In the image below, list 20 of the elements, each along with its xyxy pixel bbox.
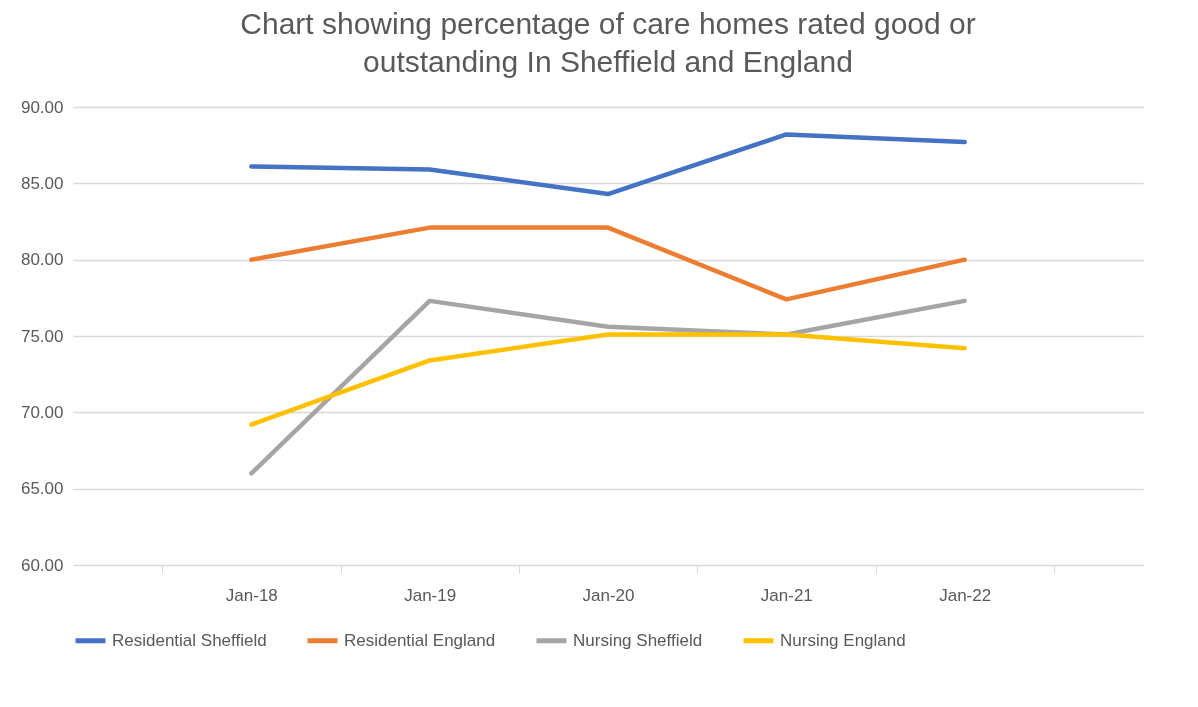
y-tick-label: 80.00 bbox=[20, 250, 64, 270]
x-tick-label: Jan-22 bbox=[939, 585, 992, 605]
legend-label: Residential England bbox=[344, 630, 496, 650]
x-tick-label: Jan-20 bbox=[582, 585, 635, 605]
legend-label: Nursing England bbox=[780, 630, 906, 650]
y-tick-label: 75.00 bbox=[20, 326, 64, 346]
y-tick-label: 90.00 bbox=[20, 97, 64, 117]
x-tick-label: Jan-18 bbox=[225, 585, 278, 605]
y-tick-label: 60.00 bbox=[20, 555, 64, 575]
x-tick-label: Jan-21 bbox=[760, 585, 813, 605]
line-series bbox=[249, 298, 967, 476]
chart-title: Chart showing percentage of care homes rated good or outstanding In Sheffield and England bbox=[240, 7, 976, 78]
y-tick-label: 85.00 bbox=[20, 173, 64, 193]
line-series bbox=[249, 132, 967, 197]
y-tick-label: 65.00 bbox=[20, 479, 64, 499]
legend-label: Nursing Sheffield bbox=[573, 630, 703, 650]
legend-label: Residential Sheffield bbox=[112, 630, 267, 650]
x-tick-label: Jan-19 bbox=[404, 585, 457, 605]
y-tick-label: 70.00 bbox=[20, 402, 64, 422]
line-series bbox=[249, 332, 967, 427]
